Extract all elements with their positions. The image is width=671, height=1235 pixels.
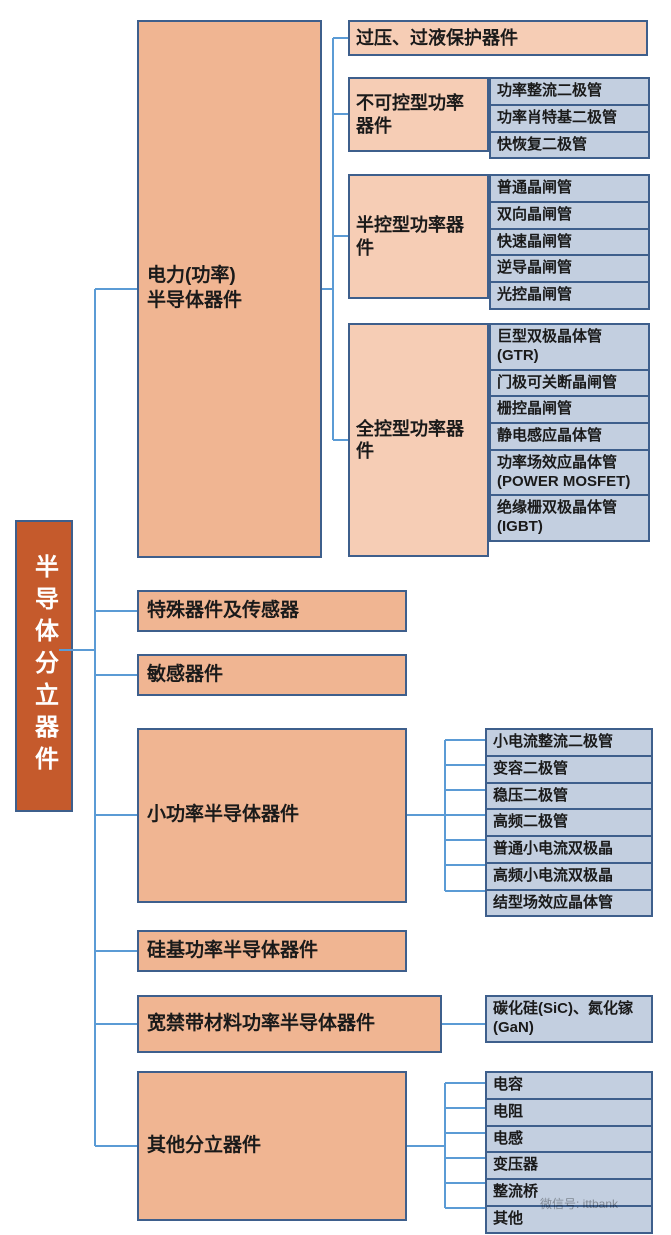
l3-semicontrolled: 半控型功率器件 xyxy=(348,174,489,299)
leaf-item: 电感 xyxy=(487,1127,651,1154)
l2-other: 其他分立器件 xyxy=(137,1071,407,1221)
leaf-item: 高频二极管 xyxy=(487,810,651,837)
leaf-item: 功率肖特基二极管 xyxy=(491,106,648,133)
stack-fullcontrolled: 巨型双极晶体管(GTR) 门极可关断晶闸管 栅控晶闸管 静电感应晶体管 功率场效… xyxy=(489,323,650,542)
leaf-item: 功率整流二极管 xyxy=(491,79,648,106)
leaf-item: 快速晶闸管 xyxy=(491,230,648,257)
leaf-item: 门极可关断晶闸管 xyxy=(491,371,648,398)
leaf-item: 绝缘栅双极晶体管(IGBT) xyxy=(491,496,648,542)
leaf-item: 高频小电流双极晶 xyxy=(487,864,651,891)
leaf-item: 电容 xyxy=(487,1073,651,1100)
l2-power: 电力(功率) 半导体器件 xyxy=(137,20,322,558)
leaf-item: 结型场效应晶体管 xyxy=(487,891,651,918)
stack-semicontrolled: 普通晶闸管 双向晶闸管 快速晶闸管 逆导晶闸管 光控晶闸管 xyxy=(489,174,650,310)
leaf-item: 光控晶闸管 xyxy=(491,283,648,310)
leaf-item: 巨型双极晶体管(GTR) xyxy=(491,325,648,371)
leaf-item: 普通晶闸管 xyxy=(491,176,648,203)
leaf-item: 变压器 xyxy=(487,1153,651,1180)
l3-protect: 过压、过液保护器件 xyxy=(348,20,648,56)
leaf-item: 静电感应晶体管 xyxy=(491,424,648,451)
stack-uncontrolled: 功率整流二极管 功率肖特基二极管 快恢复二极管 xyxy=(489,77,650,159)
leaf-item: 变容二极管 xyxy=(487,757,651,784)
leaf-item: 普通小电流双极晶 xyxy=(487,837,651,864)
l2-wbg: 宽禁带材料功率半导体器件 xyxy=(137,995,442,1053)
leaf-item: 快恢复二极管 xyxy=(491,133,648,160)
stack-lowpower: 小电流整流二极管 变容二极管 稳压二极管 高频二极管 普通小电流双极晶 高频小电… xyxy=(485,728,653,917)
leaf-item: 稳压二极管 xyxy=(487,784,651,811)
l2-sensitive: 敏感器件 xyxy=(137,654,407,696)
leaf-item: 双向晶闸管 xyxy=(491,203,648,230)
leaf-item: 逆导晶闸管 xyxy=(491,256,648,283)
leaf-item: 栅控晶闸管 xyxy=(491,397,648,424)
l3-uncontrolled: 不可控型功率器件 xyxy=(348,77,489,152)
l3-fullcontrolled: 全控型功率器件 xyxy=(348,323,489,557)
root-node: 半导体分立器件 xyxy=(15,520,73,812)
leaf-item: 功率场效应晶体管(POWER MOSFET) xyxy=(491,451,648,497)
tree-diagram: 半导体分立器件 电力(功率) 半导体器件 特殊器件及传感器 敏感器件 小功率半导… xyxy=(10,10,660,1225)
l2-si: 硅基功率半导体器件 xyxy=(137,930,407,972)
l2-lowpower: 小功率半导体器件 xyxy=(137,728,407,903)
stack-wbg: 碳化硅(SiC)、氮化镓(GaN) xyxy=(485,995,653,1043)
leaf-item: 电阻 xyxy=(487,1100,651,1127)
leaf-item: 小电流整流二极管 xyxy=(487,730,651,757)
leaf-item: 碳化硅(SiC)、氮化镓(GaN) xyxy=(487,997,651,1043)
l2-special: 特殊器件及传感器 xyxy=(137,590,407,632)
watermark-text: 微信号: ittbank xyxy=(540,1195,618,1212)
